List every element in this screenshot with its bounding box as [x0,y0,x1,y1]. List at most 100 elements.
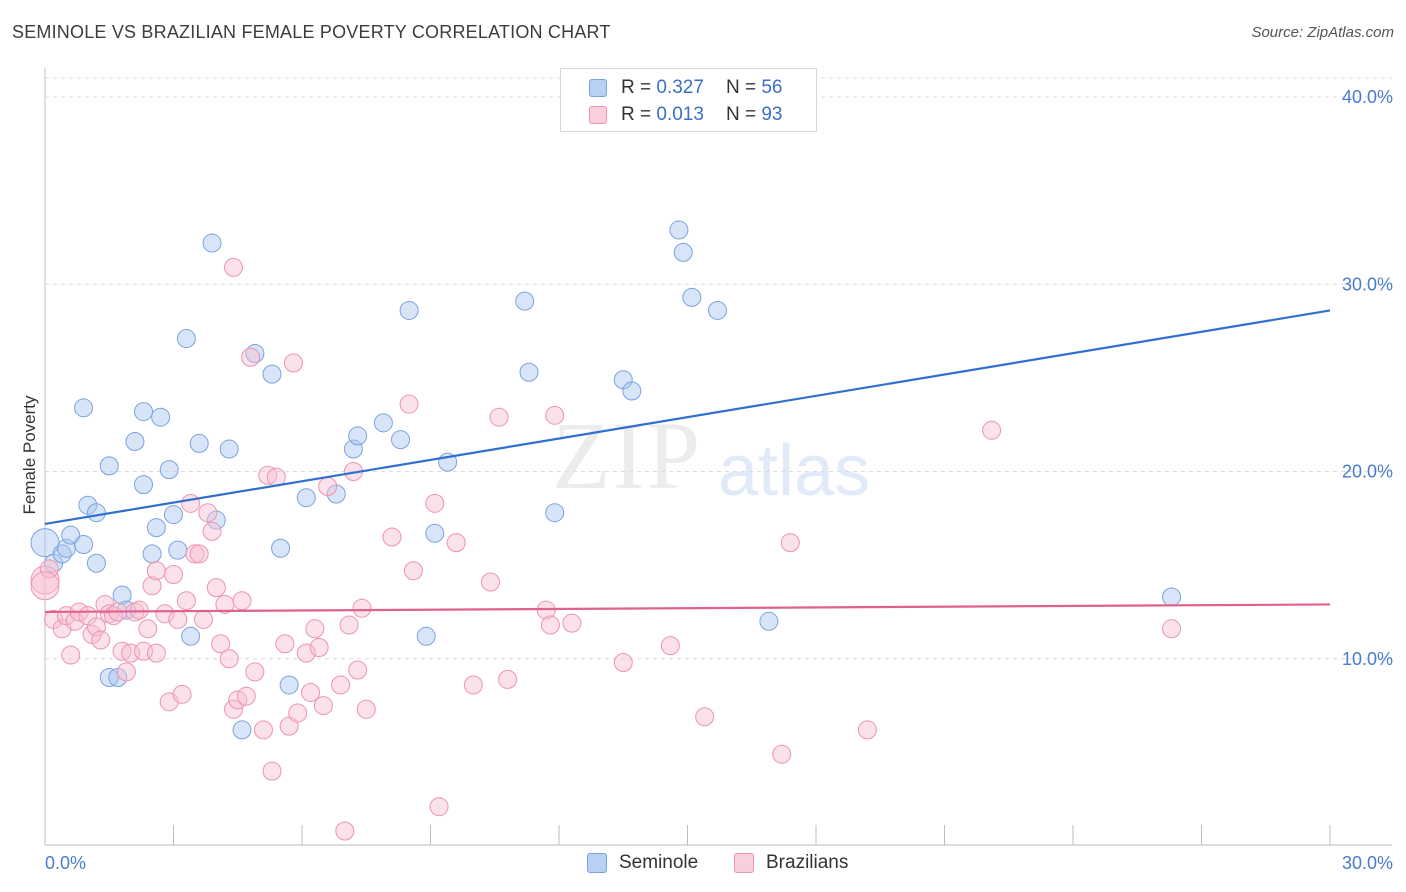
r-label: R = [621,77,652,98]
brazilians-point [446,533,466,553]
brazilians-point [288,703,308,723]
source-label: Source: ZipAtlas.com [1251,24,1394,41]
brazilians-point [695,707,715,727]
seminole-point [391,430,411,450]
brazilians-point [262,761,282,781]
seminole-point [159,460,179,480]
brazilians-point [356,699,376,719]
seminole-point [151,407,171,427]
brazilians-point [313,696,333,716]
brazilians-trend-line [44,603,1331,614]
seminole-point [232,720,252,740]
brazilians-point [403,561,423,581]
brazilians-point [382,527,402,547]
brazilians-point [181,493,201,513]
legend-item-brazilians[interactable]: Brazilians [734,852,848,874]
brazilians-point [301,682,321,702]
brazilians-point [223,257,243,277]
y-tick-label: 30.0% [1342,274,1393,294]
chart-title: SEMINOLE VS BRAZILIAN FEMALE POVERTY COR… [12,22,611,42]
seminole-point [262,364,282,384]
brazilians-point [219,649,239,669]
brazilians-point [305,619,325,639]
brazilians-point [198,503,218,523]
brazilians-point [660,636,680,656]
seminole-point [1162,587,1182,607]
seminole-legend-swatch [587,853,607,873]
brazilians-point [168,609,188,629]
seminole-point [425,523,445,543]
brazilians-point [562,613,582,633]
seminole-point [86,503,106,523]
brazilians-legend-swatch [734,853,754,873]
seminole-point [545,503,565,523]
seminole-swatch [589,79,607,97]
brazilians-point [1162,619,1182,639]
brazilians-point [223,699,243,719]
brazilians-point [296,643,316,663]
seminole-point [189,433,209,453]
brazilians-point [138,619,158,639]
r-value: 0.013 [656,104,704,125]
seminole-point [399,300,419,320]
brazilians-point [142,576,162,596]
legend-brazilians-label: Brazilians [766,852,849,873]
brazilians-point [489,407,509,427]
brazilians-point [982,420,1002,440]
brazilians-point [399,394,419,414]
brazilians-point [613,652,633,672]
n-value: 56 [761,77,783,98]
brazilians-point [283,353,303,373]
brazilians-point [116,662,136,682]
seminole-point [219,439,239,459]
brazilians-point [480,572,500,592]
seminole-point [181,626,201,646]
brazilians-point [318,476,338,496]
brazilians-point [91,630,111,650]
brazilians-point [202,521,222,541]
brazilians-point [172,684,192,704]
seminole-point [202,233,222,253]
n-label: N = [725,104,757,125]
seminole-point [176,329,196,349]
brazilians-point [335,821,355,841]
seminole-point [74,535,94,555]
legend-row-seminole: R = 0.327 N = 56 [589,77,782,99]
seminole-point [86,553,106,573]
seminole-point [125,432,145,452]
brazilians-swatch [589,106,607,124]
seminole-point [168,540,188,560]
brazilians-point [348,660,368,680]
brazilians-point [857,720,877,740]
brazilians-point [176,591,196,611]
brazilians-point [275,634,295,654]
r-label: R = [621,104,652,125]
series-legend: Seminole Brazilians [0,852,1406,878]
x-tick-label: 30.0% [1342,853,1393,873]
brazilians-point [206,578,226,598]
n-label: N = [725,77,757,98]
legend-row-brazilians: R = 0.013 N = 93 [589,104,782,126]
seminole-point [707,300,727,320]
brazilians-point [146,561,166,581]
brazilians-point [39,559,59,579]
seminole-point [134,402,154,422]
brazilians-point [279,716,299,736]
seminole-point [348,426,368,446]
legend-item-seminole[interactable]: Seminole [587,852,698,874]
n-value: 93 [761,104,783,125]
brazilians-point [540,615,560,635]
brazilians-point [545,405,565,425]
brazilians-point [129,600,149,620]
brazilians-point [339,615,359,635]
seminole-point [682,287,702,307]
seminole-point [99,456,119,476]
r-value: 0.327 [656,77,704,98]
y-tick-label: 10.0% [1342,649,1393,669]
seminole-point [416,626,436,646]
brazilians-point [331,675,351,695]
correlation-legend: R = 0.327 N = 56 R = 0.013 N = 93 [560,68,817,132]
brazilians-point [498,669,518,689]
brazilians-point [245,662,265,682]
